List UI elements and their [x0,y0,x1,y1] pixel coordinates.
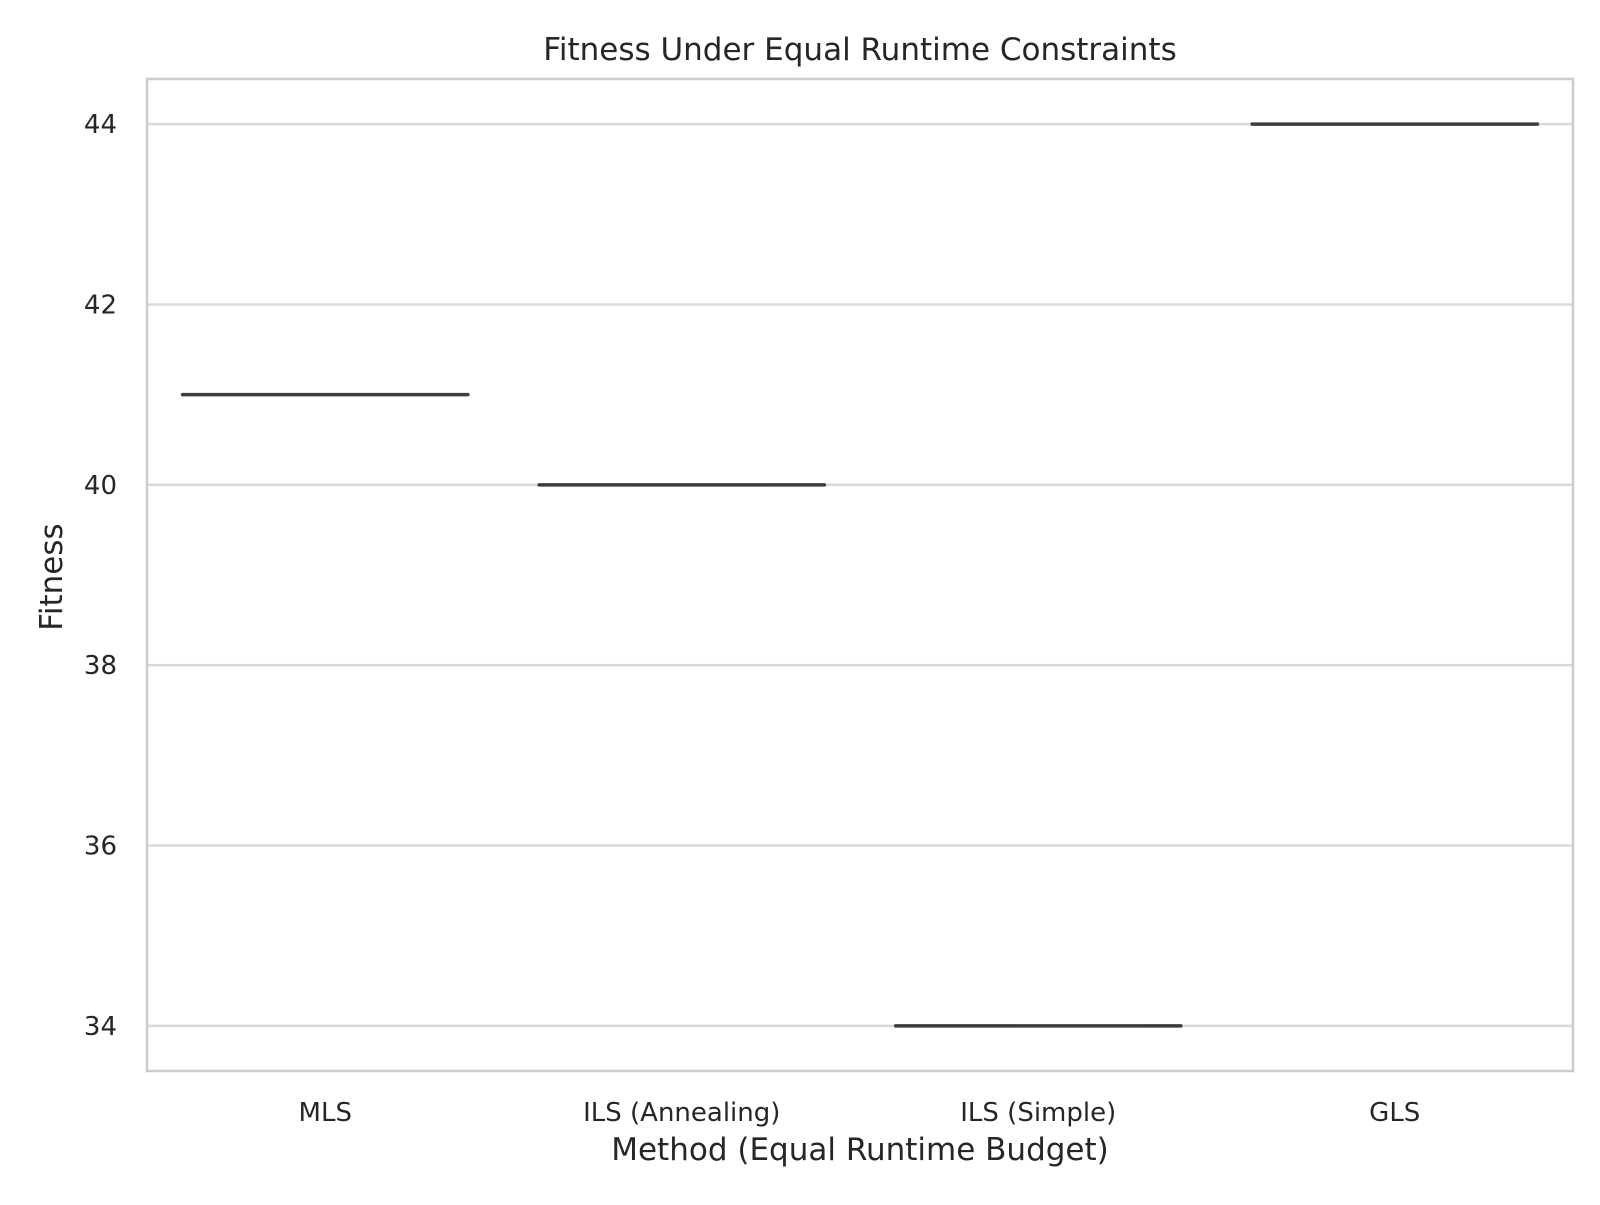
x-tick-labels: MLS ILS (Annealing) ILS (Simple) GLS [299,1098,1421,1128]
median-marks [180,122,1540,1028]
chart-title: Fitness Under Equal Runtime Constraints [543,32,1177,68]
x-tick-label-mls: MLS [299,1098,352,1128]
x-tick-label-ils-simple: ILS (Simple) [960,1098,1116,1128]
y-tick-label: 38 [84,651,117,681]
y-tick-label: 42 [84,290,117,320]
y-tick-labels: 34 36 38 40 42 44 [84,110,117,1042]
x-axis-title: Method (Equal Runtime Budget) [611,1132,1109,1168]
grid-lines [147,122,1573,1028]
y-tick-label: 34 [84,1012,117,1042]
plot-frame [145,77,1575,1073]
y-tick-label: 36 [84,832,117,862]
x-tick-label-ils-annealing: ILS (Annealing) [583,1098,780,1128]
y-axis-title: Fitness [34,523,70,630]
y-tick-label: 44 [84,110,117,140]
x-tick-label-gls: GLS [1369,1098,1420,1128]
y-tick-label: 40 [84,471,117,501]
